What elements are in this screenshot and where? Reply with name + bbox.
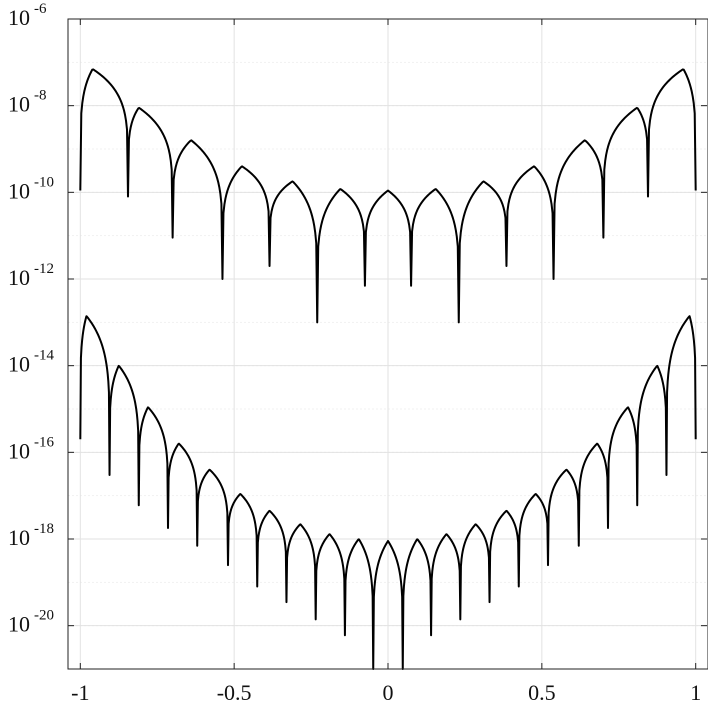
series-line-2 (79, 315, 697, 670)
y-tick-base: 10 (8, 5, 30, 30)
y-tick-exponent: -16 (34, 434, 54, 450)
x-tick-label: -0.5 (217, 680, 252, 705)
series-layer (79, 68, 697, 670)
y-tick-label: 10 -16 (8, 434, 54, 463)
y-tick-base: 10 (8, 525, 30, 550)
y-tick-exponent: -20 (34, 608, 54, 624)
y-tick-base: 10 (8, 352, 30, 377)
y-tick-base: 10 (8, 612, 30, 637)
series-line-1 (79, 68, 697, 324)
grid-layer (68, 18, 708, 670)
x-tick-labels: -1 -0.5 0 0.5 1 (71, 680, 701, 705)
x-tick-label: 0 (383, 680, 394, 705)
y-tick-exponent: -8 (34, 88, 47, 104)
y-tick-exponent: -6 (34, 1, 47, 17)
y-tick-label: 10 -18 (8, 521, 54, 550)
y-tick-base: 10 (8, 438, 30, 463)
y-tick-label: 10 -14 (8, 348, 54, 377)
y-tick-label: 10 -10 (8, 174, 54, 203)
y-tick-label: 10 -8 (8, 88, 47, 117)
y-tick-label: 10 -12 (8, 261, 54, 290)
y-tick-label: 10 -6 (8, 1, 47, 30)
y-tick-exponent: -10 (34, 174, 54, 190)
x-tick-label: 1 (690, 680, 701, 705)
y-tick-label: 10 -20 (8, 608, 54, 637)
y-tick-exponent: -14 (34, 348, 54, 364)
y-tick-base: 10 (8, 92, 30, 117)
x-tick-label: 0.5 (528, 680, 556, 705)
y-tick-exponent: -12 (34, 261, 54, 277)
y-tick-exponent: -18 (34, 521, 54, 537)
y-tick-base: 10 (8, 178, 30, 203)
y-tick-base: 10 (8, 265, 30, 290)
x-tick-label: -1 (71, 680, 89, 705)
tick-layer (68, 18, 707, 669)
